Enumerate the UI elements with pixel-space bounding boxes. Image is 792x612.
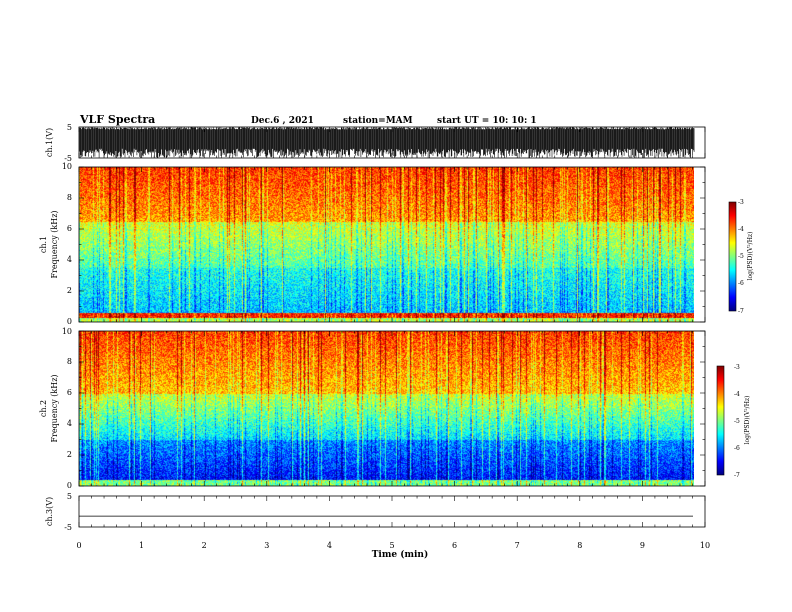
colorbar-ch1-label: log(PSD)(V²/Hz) [747, 232, 754, 281]
header-start-ut: start UT = 10: 10: 1 [437, 116, 537, 126]
ch2-ytick-10: 10 [62, 327, 72, 336]
spectrogram-ch1-yticks: 0 2 4 6 8 10 [62, 162, 72, 326]
ch1-waveform-ylabel: ch.1(V) [45, 128, 54, 157]
time-axis-tick-8: 8 [577, 541, 582, 550]
time-axis-tick-10: 10 [700, 541, 710, 550]
ch1-ytick-10: 10 [62, 162, 72, 171]
time-axis-label: Time (min) [372, 549, 429, 560]
colorbar-ch2-label: log(PSD)(V²/Hz) [744, 396, 751, 445]
colorbar-ch1: -3 -4 -5 -6 -7 log(PSD)(V²/Hz) [728, 199, 754, 315]
spectrogram-image [79, 167, 694, 322]
colorbar-ch1-tick--4: -4 [738, 226, 744, 233]
ch1-ytick-0: 0 [67, 317, 72, 326]
ch1-spectrogram-ylabel-channel: ch.1 [39, 236, 48, 253]
spectrogram-image [79, 331, 694, 486]
panel-waveform-ch1: 5 -5 ch.1(V) [45, 123, 706, 163]
colorbar-ch2-tick--4: -4 [734, 391, 740, 398]
panel-waveform-ch3: 5 -5 ch.3(V) [45, 492, 706, 532]
panel-spectrogram-ch2: 0 2 4 6 8 10 ch.2 Frequency (kHz) [39, 327, 706, 490]
ch2-ytick-0: 0 [67, 481, 72, 490]
time-axis-tick-9: 9 [640, 541, 645, 550]
figure-title: VLF Spectra [79, 113, 155, 126]
time-axis-tick-0: 0 [76, 541, 81, 550]
colorbar-ch2: -3 -4 -5 -6 -7 log(PSD)(V²/Hz) [716, 364, 751, 479]
ch2-ytick-4: 4 [67, 419, 72, 428]
ch1-ytick-6: 6 [67, 224, 72, 233]
spectrogram-ch2-cells [79, 331, 694, 486]
ch3-ytick-top: 5 [67, 492, 72, 501]
ch1-ytick-top: 5 [67, 123, 72, 132]
waveform-ch1-trace [79, 127, 695, 158]
time-axis-tick-1: 1 [139, 541, 144, 550]
ch2-spectrogram-ylabel-channel: ch.2 [39, 400, 48, 417]
colorbar-ch1-tick--6: -6 [738, 280, 744, 287]
colorbar-ch2-tick--7: -7 [734, 472, 740, 479]
time-axis-tick-3: 3 [264, 541, 269, 550]
ch1-ytick-2: 2 [67, 286, 72, 295]
ch1-ytick-4: 4 [67, 255, 72, 264]
ch1-ytick-8: 8 [67, 193, 72, 202]
colorbar-ch1-tick--3: -3 [738, 199, 744, 206]
ch1-ytick-bottom: -5 [64, 154, 72, 163]
colorbar-ch2-tick--6: -6 [734, 445, 740, 452]
colorbar-ch1-gradient [729, 202, 736, 311]
time-axis-tick-4: 4 [327, 541, 332, 550]
header-date: Dec.6 , 2021 [251, 116, 314, 126]
spectrogram-ch2-yticks: 0 2 4 6 8 10 [62, 327, 72, 490]
time-axis-tick-7: 7 [515, 541, 520, 550]
panel-spectrogram-ch1: 0 2 4 6 8 10 ch.1 Frequency (kHz) [39, 162, 706, 326]
colorbar-ch2-tick--3: -3 [734, 364, 740, 371]
time-axis-tick-labels: 0 1 2 3 4 5 6 7 8 9 10 [76, 541, 710, 550]
ch2-ytick-6: 6 [67, 388, 72, 397]
ch2-spectrogram-ylabel: Frequency (kHz) [50, 374, 59, 442]
ch3-ytick-bottom: -5 [64, 523, 72, 532]
header-station: station=MAM [343, 116, 413, 126]
spectrogram-ch1-cells [79, 167, 694, 322]
ch3-waveform-ylabel: ch.3(V) [45, 497, 54, 526]
ch2-ytick-2: 2 [67, 450, 72, 459]
colorbar-ch1-tick--7: -7 [738, 308, 744, 315]
colorbar-ch2-tick--5: -5 [734, 418, 740, 425]
time-axis-tick-2: 2 [202, 541, 207, 550]
colorbar-ch1-frame [728, 201, 737, 312]
time-axis-tick-6: 6 [452, 541, 457, 550]
colorbar-ch1-tick--5: -5 [738, 253, 744, 260]
ch1-spectrogram-ylabel: Frequency (kHz) [50, 210, 59, 278]
colorbar-ch2-frame [716, 365, 725, 476]
ch2-ytick-8: 8 [67, 357, 72, 366]
time-axis-tick-5: 5 [389, 541, 394, 550]
colorbar-ch2-gradient [717, 366, 724, 475]
